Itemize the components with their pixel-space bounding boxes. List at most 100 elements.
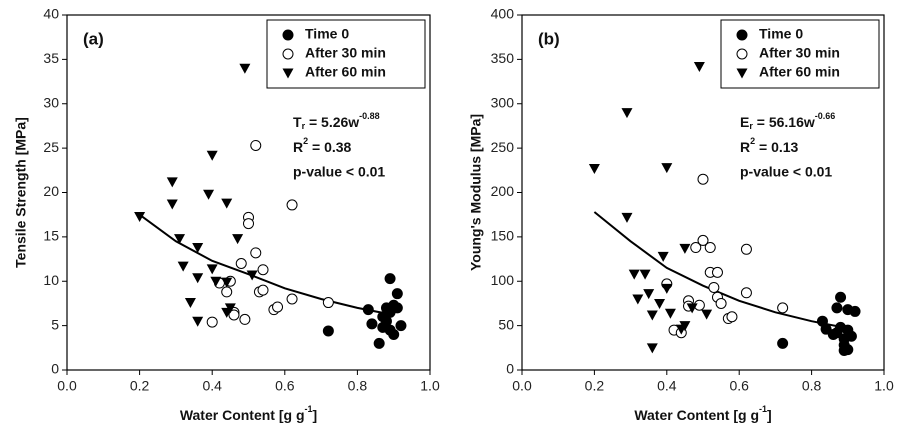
marker-open-circle <box>243 218 254 230</box>
legend-label: After 60 min <box>305 64 386 80</box>
marker-triangle <box>174 234 186 245</box>
r2-part: 2 <box>750 136 755 146</box>
x-tick-label: 0.8 <box>802 378 822 394</box>
marker-triangle <box>282 68 294 79</box>
p-value: p-value < 0.01 <box>740 164 832 180</box>
marker-triangle <box>221 307 233 318</box>
marker-open-circle <box>740 287 752 299</box>
y-tick-label: 15 <box>43 228 59 244</box>
y-tick-label: 300 <box>491 94 515 110</box>
marker-triangle <box>693 61 705 72</box>
x-tick-label: 0.2 <box>585 378 605 394</box>
marker-open-circle <box>726 311 738 323</box>
fit-equation: Er = 56.16w-0.66 <box>740 111 835 131</box>
marker-open-circle <box>250 247 262 259</box>
marker-filled-circle <box>362 304 374 316</box>
r2-part: = 0.38 <box>308 139 351 155</box>
r2-part: R <box>293 139 303 155</box>
marker-filled-circle <box>282 29 294 41</box>
x-label-part: -1 <box>305 404 313 414</box>
marker-triangle <box>192 273 204 284</box>
marker-filled-circle <box>736 29 748 41</box>
y-tick-label: 35 <box>43 50 59 66</box>
x-axis-label: Water Content [g g-1] <box>634 404 771 422</box>
marker-triangle <box>679 321 691 332</box>
r2-part: R <box>740 139 750 155</box>
marker-open-circle <box>715 297 727 309</box>
y-tick-label: 250 <box>491 139 515 155</box>
y-tick-label: 25 <box>43 139 59 155</box>
y-tick-label: 30 <box>43 94 59 110</box>
y-tick-label: 0 <box>506 361 514 377</box>
marker-filled-circle <box>322 325 334 337</box>
y-tick-label: 100 <box>491 272 515 288</box>
x-label-part: -1 <box>759 404 767 414</box>
panel-label: (b) <box>538 29 560 48</box>
marker-open-circle <box>206 316 218 328</box>
marker-open-circle <box>221 286 233 298</box>
marker-open-circle <box>239 313 251 325</box>
marker-open-circle <box>711 266 723 278</box>
marker-triangle <box>232 234 244 245</box>
marker-open-circle <box>257 264 269 276</box>
marker-filled-circle <box>838 333 850 345</box>
x-tick-label: 0.0 <box>512 378 532 394</box>
equation-part: T <box>293 114 302 130</box>
marker-triangle <box>246 270 258 281</box>
p-value: p-value < 0.01 <box>293 164 385 180</box>
y-tick-label: 350 <box>491 50 515 66</box>
panel: 0 50 100 150 200 250 300 350 400 0.0 0.2 0.4 0.6 0.8 1… <box>468 6 894 423</box>
marker-open-circle <box>272 301 284 313</box>
marker-triangle <box>192 316 204 327</box>
marker-open-circle <box>708 281 720 293</box>
r-squared: R2 = 0.38 <box>293 136 352 154</box>
marker-triangle <box>134 211 146 222</box>
legend-label: Time 0 <box>305 26 349 42</box>
marker-triangle <box>588 164 600 175</box>
marker-triangle <box>664 308 676 319</box>
x-tick-label: 0.6 <box>275 378 295 394</box>
y-tick-label: 40 <box>43 6 59 22</box>
y-tick-label: 200 <box>491 183 515 199</box>
marker-open-circle <box>690 242 702 254</box>
marker-triangle <box>206 264 218 275</box>
marker-open-circle <box>777 302 789 314</box>
marker-filled-circle <box>777 337 789 349</box>
marker-filled-circle <box>842 344 854 356</box>
x-label-part: Water Content [g g <box>634 407 759 423</box>
marker-triangle <box>654 298 666 309</box>
marker-triangle <box>210 276 222 287</box>
marker-open-circle <box>286 199 298 211</box>
equation-part: -0.66 <box>815 111 836 121</box>
legend-label: After 30 min <box>759 45 840 61</box>
x-tick-label: 0.4 <box>202 378 222 394</box>
marker-open-circle <box>257 284 269 296</box>
legend-label: After 30 min <box>305 45 386 61</box>
equation-part: r <box>749 121 753 131</box>
r2-part: = 0.13 <box>755 139 798 155</box>
marker-filled-circle <box>384 273 396 285</box>
x-tick-label: 0.2 <box>130 378 150 394</box>
marker-triangle <box>661 283 673 294</box>
marker-triangle <box>184 298 196 309</box>
marker-filled-circle <box>820 323 832 335</box>
marker-triangle <box>206 150 218 161</box>
marker-open-circle <box>250 139 262 151</box>
y-tick-label: 400 <box>491 6 515 22</box>
marker-triangle <box>628 269 640 280</box>
equation-part: = 5.26w <box>305 114 359 130</box>
equation-part: E <box>740 114 749 130</box>
x-tick-label: 0.0 <box>57 378 77 394</box>
x-tick-label: 0.8 <box>348 378 368 394</box>
x-tick-label: 1.0 <box>420 378 440 394</box>
marker-triangle <box>679 243 691 254</box>
marker-open-circle <box>282 48 294 60</box>
marker-open-circle <box>286 293 298 305</box>
marker-filled-circle <box>391 288 403 300</box>
marker-open-circle <box>740 243 752 255</box>
marker-open-circle <box>322 297 334 309</box>
fit-equation: Tr = 5.26w-0.88 <box>293 111 380 131</box>
marker-filled-circle <box>373 337 385 349</box>
marker-filled-circle <box>377 321 389 333</box>
marker-triangle <box>192 243 204 254</box>
